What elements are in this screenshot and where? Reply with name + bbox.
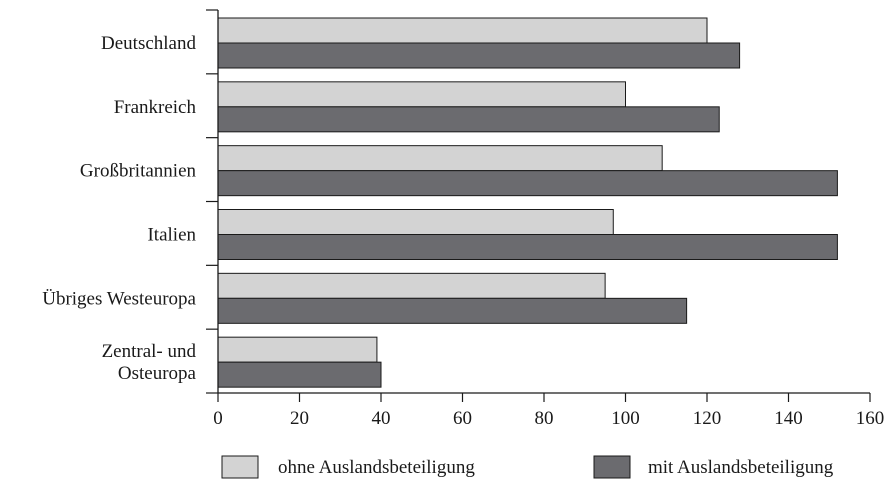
x-tick-label-80: 80 — [535, 408, 554, 429]
legend-label-ohne: ohne Auslandsbeteiligung — [278, 457, 475, 478]
axes-layer — [206, 9, 871, 402]
bar-ohne-1 — [217, 81, 626, 108]
bar-mit-3 — [217, 234, 838, 260]
bar-mit-0 — [217, 42, 741, 69]
labels-layer: 0 20 40 60 80 100 120 140 160 Deutschland Frankrei… — [42, 33, 884, 429]
bar-ohne-4 — [217, 272, 606, 299]
bar-ohne-5 — [217, 336, 378, 363]
category-label-2: Großbritannien — [80, 161, 197, 182]
bar-mit-2 — [217, 170, 838, 197]
x-tick-label-40: 40 — [372, 408, 391, 429]
x-tick-label-160: 160 — [856, 408, 885, 429]
bar-mit-5 — [217, 361, 382, 388]
x-tick-label-0: 0 — [213, 408, 223, 429]
x-tick-label-140: 140 — [774, 408, 803, 429]
bar-ohne-0 — [217, 17, 708, 44]
legend: ohne Auslandsbeteiligung mit Auslandsbete… — [221, 455, 834, 479]
x-tick-label-60: 60 — [453, 408, 472, 429]
x-tick-label-120: 120 — [693, 408, 722, 429]
bar-mit-1 — [217, 106, 720, 133]
x-tick-label-100: 100 — [611, 408, 640, 429]
legend-swatch-mit — [593, 455, 631, 479]
category-label-5: Zentral- und Osteuropa — [102, 341, 197, 384]
category-label-3: Italien — [147, 224, 196, 245]
legend-swatch-ohne — [221, 455, 259, 479]
legend-label-mit: mit Auslandsbeteiligung — [648, 457, 834, 478]
category-label-1: Frankreich — [114, 97, 197, 118]
category-label-0: Deutschland — [101, 33, 196, 54]
x-tick-label-20: 20 — [290, 408, 309, 429]
category-label-4: Übriges Westeuropa — [42, 288, 196, 309]
bars-layer — [217, 17, 838, 388]
bar-ohne-3 — [217, 209, 614, 235]
bar-ohne-2 — [217, 145, 663, 172]
bar-mit-4 — [217, 297, 688, 324]
